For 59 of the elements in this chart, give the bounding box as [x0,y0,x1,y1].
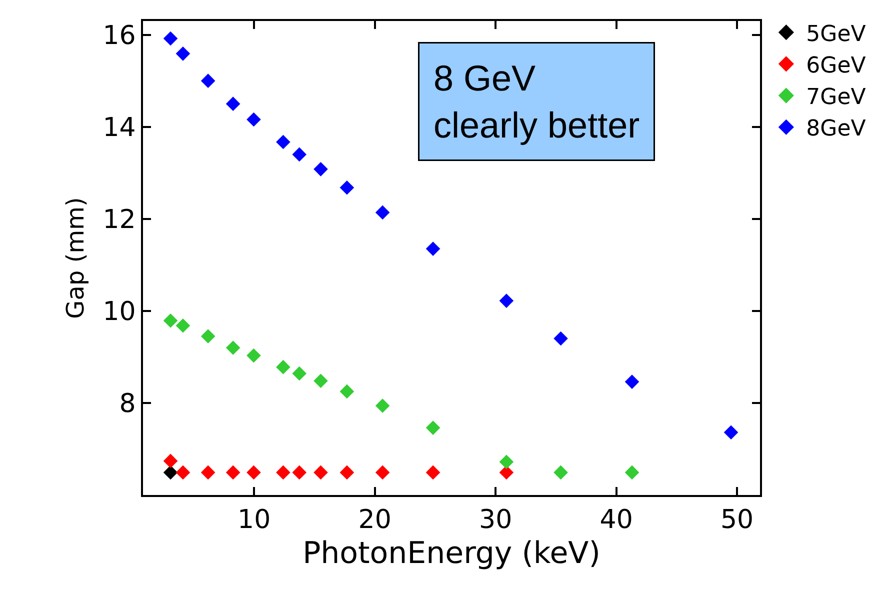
legend-label: 6GeV [806,54,866,78]
y-tick-label: 10 [102,297,136,328]
point [499,465,514,480]
point [163,313,178,328]
point [292,366,307,381]
point [176,46,190,61]
point [200,465,216,480]
legend-label: 8GeV [806,116,866,142]
point [226,96,240,111]
legend-label: 5GeV [806,22,866,47]
point [163,454,178,468]
point [226,465,240,480]
point [340,180,354,195]
point [375,398,390,413]
y-tick-label: 12 [102,204,136,235]
point [292,465,307,480]
point [246,112,261,127]
y-tick-label: 14 [102,112,136,143]
point [163,31,178,46]
point [340,384,354,399]
point [246,348,261,363]
x-tick-label: 20 [358,505,392,536]
y-tick-label: 16 [102,20,136,51]
point [314,374,328,388]
point [340,465,354,480]
annotation: 8 GeV clearly better [434,58,640,146]
point [554,465,568,480]
point [163,465,178,480]
point [375,465,390,480]
point [314,162,328,176]
point [314,465,328,480]
point [226,340,240,355]
point [499,294,514,308]
point [276,360,290,374]
point [554,331,568,346]
x-axis-title: PhotonEnergy (keV) [302,536,600,572]
point [426,465,440,480]
x-tick-label: 50 [720,505,754,536]
point [724,425,738,440]
point [246,465,261,480]
point [624,374,640,389]
point [200,74,216,88]
point [276,134,290,150]
x-tick-label: 30 [479,505,512,536]
point [176,465,190,480]
y-axis-title: Gap (mm) [61,197,90,319]
point [426,242,440,256]
point [276,465,290,480]
y-tick-label: 8 [119,389,136,420]
x-tick-label: 40 [600,505,633,536]
point [624,465,640,480]
x-tick-label: 10 [238,505,271,536]
legend-label: 7GeV [806,85,866,110]
point [375,205,390,220]
point [426,420,440,435]
point [292,147,307,162]
point [499,454,514,470]
point [176,318,190,333]
point [200,329,216,344]
